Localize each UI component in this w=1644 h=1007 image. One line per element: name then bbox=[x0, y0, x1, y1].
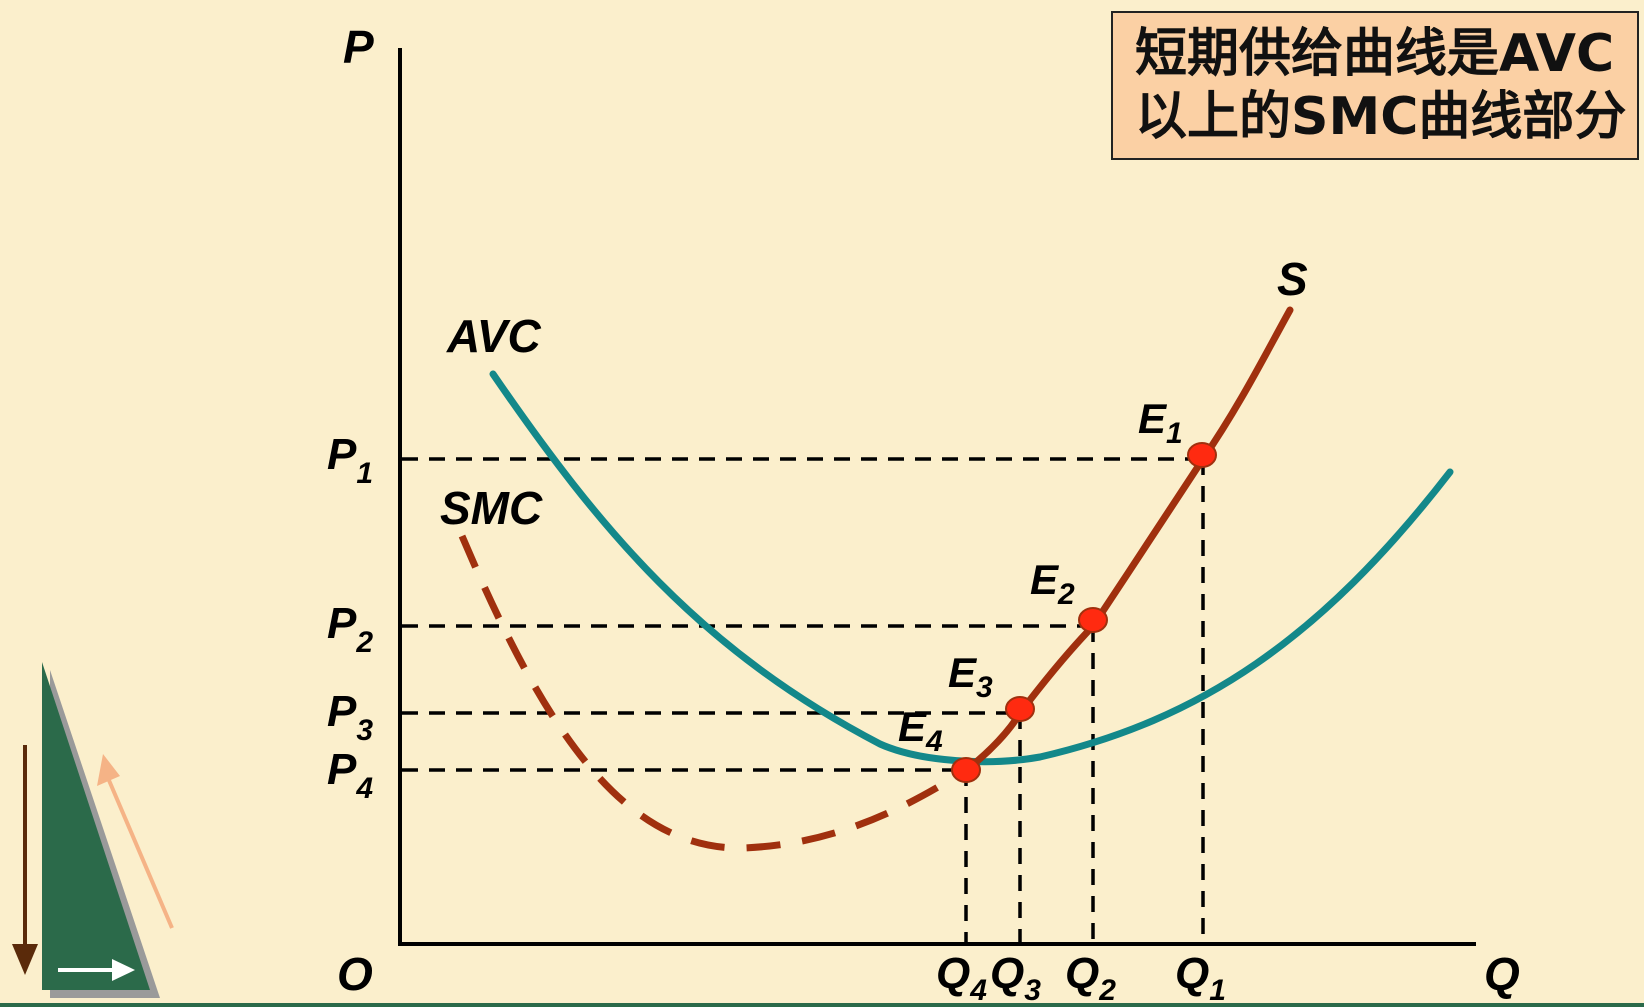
nav-triangle bbox=[42, 662, 150, 990]
point-e3 bbox=[1005, 696, 1035, 722]
avc-curve bbox=[489, 370, 1454, 766]
point-e4 bbox=[951, 757, 981, 783]
e2-label: E2 bbox=[1030, 556, 1075, 611]
bottom-strip bbox=[0, 1003, 1644, 1007]
p2-label: P2 bbox=[327, 599, 373, 659]
origin-label: O bbox=[337, 948, 373, 1000]
axes: P Q O bbox=[337, 21, 1520, 1000]
e3-label: E3 bbox=[948, 649, 993, 704]
price-labels: P1 P2 P3 P4 bbox=[327, 430, 373, 805]
supply-label: S bbox=[1277, 253, 1308, 305]
quantity-labels: Q4 Q3 Q2 Q1 bbox=[936, 949, 1226, 1007]
p3-label: P3 bbox=[327, 687, 373, 747]
point-labels: E1 E2 E3 E4 bbox=[898, 395, 1183, 758]
equilibrium-points bbox=[951, 442, 1217, 783]
right-arrow-icon[interactable] bbox=[112, 959, 135, 981]
point-e1 bbox=[1187, 442, 1217, 468]
guide-lines bbox=[402, 457, 1205, 944]
q2-label: Q2 bbox=[1065, 949, 1116, 1007]
down-arrow-icon[interactable] bbox=[12, 944, 38, 975]
q3-label: Q3 bbox=[990, 949, 1041, 1007]
nav-up-arrow-shaft bbox=[106, 777, 174, 929]
up-arrow-icon[interactable] bbox=[97, 754, 120, 786]
p4-label: P4 bbox=[327, 745, 373, 805]
caption-line-2: 以上的SMC曲线部分 bbox=[1135, 87, 1627, 147]
y-axis-label: P bbox=[343, 21, 374, 73]
e1-label: E1 bbox=[1138, 395, 1183, 450]
p1-label: P1 bbox=[327, 430, 373, 490]
smc-curve-lower bbox=[458, 534, 968, 852]
q1-label: Q1 bbox=[1175, 949, 1226, 1007]
slide-nav-widget[interactable] bbox=[12, 662, 174, 998]
q4-label: Q4 bbox=[936, 949, 987, 1007]
avc-label: AVC bbox=[446, 310, 541, 362]
point-e2 bbox=[1078, 607, 1108, 633]
x-axis-label: Q bbox=[1484, 948, 1520, 1000]
e4-label: E4 bbox=[898, 703, 943, 758]
caption-line-1: 短期供给曲线是AVC bbox=[1135, 24, 1615, 84]
smc-label: SMC bbox=[440, 482, 543, 534]
caption-box: 短期供给曲线是AVC 以上的SMC曲线部分 bbox=[1111, 11, 1639, 160]
